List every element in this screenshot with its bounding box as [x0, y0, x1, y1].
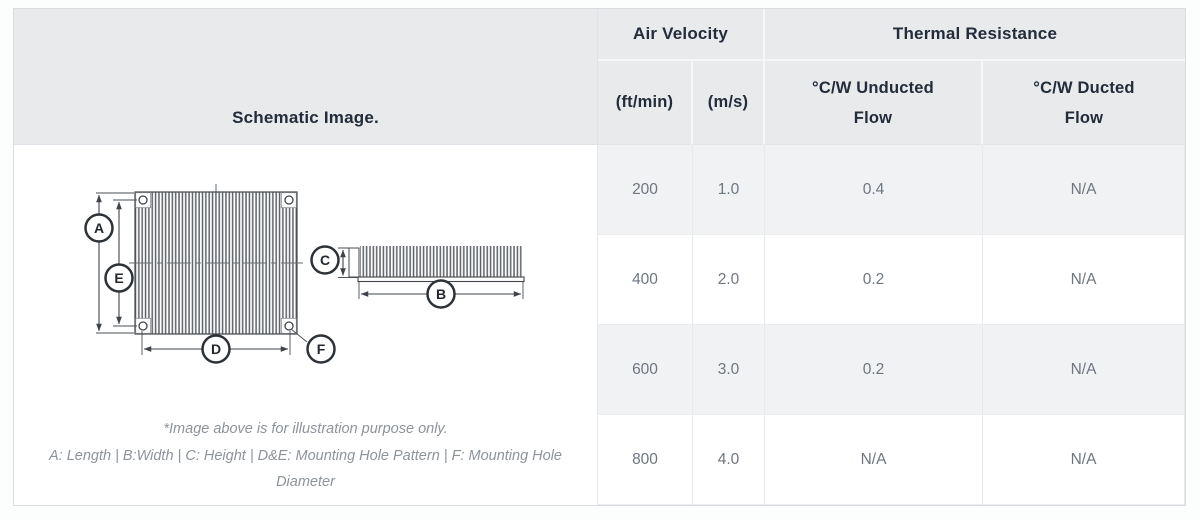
mounting-tabs — [135, 192, 297, 334]
caption-legend: A: Length | B:Width | C: Height | D&E: M… — [48, 447, 562, 491]
dim-e: E — [104, 199, 137, 327]
side-view: C B — [310, 245, 525, 309]
dim-f: F — [290, 328, 336, 364]
cell-unducted-row3: N/A — [765, 415, 983, 505]
dim-b: B — [358, 279, 524, 309]
schematic-image-cell: A E D — [14, 145, 598, 505]
ducted-flow-label: °C/W Ducted Flow — [1033, 78, 1135, 127]
cell-ftmin-row3: 800 — [598, 415, 693, 505]
caption-disclaimer: *Image above is for illustration purpose… — [163, 421, 448, 437]
cell-unducted-row0: 0.4 — [765, 145, 983, 235]
mounting-hole-icon — [284, 321, 294, 331]
cell-ducted-row0: N/A — [983, 145, 1185, 235]
mounting-hole-icon — [284, 195, 294, 205]
cell-ducted-row2: N/A — [983, 325, 1185, 415]
mounting-hole-icon — [138, 321, 148, 331]
mounting-hole-icon — [138, 195, 148, 205]
cell-ms-row1: 2.0 — [693, 235, 765, 325]
thermal-spec-table: Schematic Image. Air Velocity Thermal Re… — [13, 8, 1186, 506]
air-velocity-label: Air Velocity — [633, 24, 728, 43]
cell-ftmin-row1: 400 — [598, 235, 693, 325]
dim-d: D — [141, 331, 291, 364]
dim-label-b: B — [436, 286, 446, 302]
schematic-header-label: Schematic Image. — [232, 108, 379, 127]
unducted-flow-label: °C/W Unducted Flow — [812, 78, 934, 127]
cell-ftmin-row2: 600 — [598, 325, 693, 415]
cell-ftmin-row0: 200 — [598, 145, 693, 235]
subheader-ft-min: (ft/min) — [598, 61, 693, 145]
cell-ducted-row3: N/A — [983, 415, 1185, 505]
cell-ms-row2: 3.0 — [693, 325, 765, 415]
dim-label-d: D — [211, 341, 221, 357]
dim-label-c: C — [320, 252, 330, 268]
dim-label-f: F — [317, 341, 326, 357]
m-s-label: (m/s) — [707, 93, 749, 111]
thermal-resistance-label: Thermal Resistance — [892, 24, 1058, 43]
ft-min-label: (ft/min) — [615, 93, 674, 111]
cell-unducted-row2: 0.2 — [765, 325, 983, 415]
heatsink-schematic-svg: A E D — [84, 184, 525, 364]
dim-label-a: A — [94, 220, 104, 236]
front-view: A E D — [84, 184, 336, 364]
thermal-resistance-group-header: Thermal Resistance — [765, 9, 1185, 61]
cell-unducted-row1: 0.2 — [765, 235, 983, 325]
schematic-caption: *Image above is for illustration purpose… — [14, 416, 597, 496]
cell-ms-row0: 1.0 — [693, 145, 765, 235]
dim-c: C — [310, 245, 359, 278]
subheader-ducted: °C/W Ducted Flow — [983, 61, 1185, 145]
cell-ms-row3: 4.0 — [693, 415, 765, 505]
subheader-m-s: (m/s) — [693, 61, 765, 145]
dim-label-e: E — [114, 270, 123, 286]
subheader-unducted: °C/W Unducted Flow — [765, 61, 983, 145]
schematic-column-header: Schematic Image. — [14, 9, 598, 145]
dim-a: A — [84, 192, 134, 334]
cell-ducted-row1: N/A — [983, 235, 1185, 325]
air-velocity-group-header: Air Velocity — [598, 9, 765, 61]
